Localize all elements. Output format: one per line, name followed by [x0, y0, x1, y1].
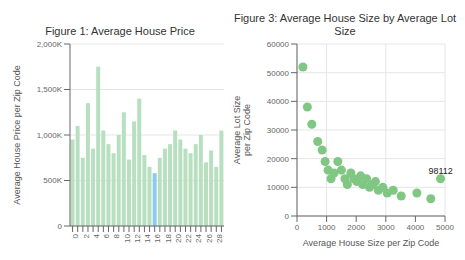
svg-text:22: 22 — [184, 233, 193, 242]
svg-text:4: 4 — [92, 233, 101, 238]
svg-text:3000: 3000 — [377, 223, 395, 232]
svg-text:Average Lot Sizeper Zip Code: Average Lot Sizeper Zip Code — [233, 96, 252, 164]
svg-text:0: 0 — [71, 233, 80, 238]
svg-text:20000: 20000 — [267, 155, 290, 164]
svg-text:1000: 1000 — [318, 223, 336, 232]
svg-text:Average House Price per Zip Co: Average House Price per Zip Code — [12, 65, 22, 204]
svg-text:2,000K: 2,000K — [37, 40, 63, 49]
svg-text:4000: 4000 — [407, 223, 425, 232]
svg-text:98112: 98112 — [428, 166, 452, 176]
svg-text:0: 0 — [58, 222, 63, 231]
svg-text:20: 20 — [174, 233, 183, 242]
svg-text:16: 16 — [153, 233, 162, 242]
svg-text:8: 8 — [112, 233, 121, 238]
svg-text:0: 0 — [295, 223, 300, 232]
svg-text:60000: 60000 — [267, 40, 290, 49]
svg-text:5000: 5000 — [436, 223, 454, 232]
svg-text:1,500K: 1,500K — [37, 85, 63, 94]
svg-text:40000: 40000 — [267, 97, 290, 106]
svg-text:12: 12 — [133, 233, 142, 242]
svg-text:50000: 50000 — [267, 69, 290, 78]
svg-text:10000: 10000 — [267, 183, 290, 192]
svg-text:6: 6 — [102, 233, 111, 238]
svg-text:2000: 2000 — [347, 223, 365, 232]
svg-text:18: 18 — [164, 233, 173, 242]
html-text:Figure 3: Average House Size b: Figure 3: Average House Size by Average … — [233, 12, 457, 37]
svg-text:28: 28 — [215, 233, 224, 242]
svg-text:24: 24 — [194, 233, 203, 242]
svg-text:1,000K: 1,000K — [37, 131, 63, 140]
svg-text:2: 2 — [82, 233, 91, 238]
svg-text:Average House Size per Zip Cod: Average House Size per Zip Code — [303, 238, 439, 248]
html-text:Figure 1: Average House Price: Figure 1: Average House Price — [45, 25, 195, 37]
svg-text:500K: 500K — [43, 176, 62, 185]
svg-text:0: 0 — [285, 212, 290, 221]
svg-text:26: 26 — [205, 233, 214, 242]
svg-text:10: 10 — [123, 233, 132, 242]
svg-text:30000: 30000 — [267, 126, 290, 135]
svg-text:14: 14 — [143, 233, 152, 242]
